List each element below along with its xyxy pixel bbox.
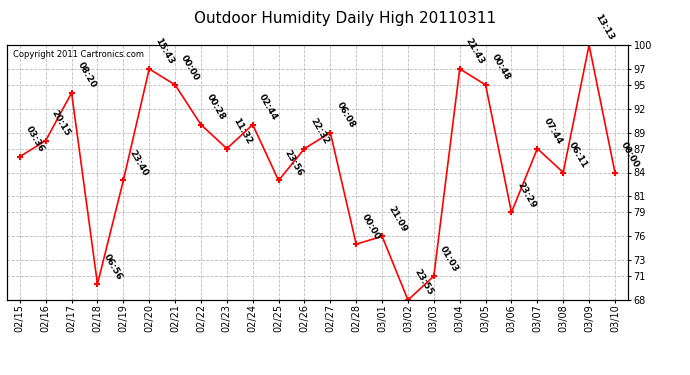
Text: 02:44: 02:44 <box>257 93 279 122</box>
Text: 01:03: 01:03 <box>438 244 460 273</box>
Text: 21:09: 21:09 <box>386 204 408 234</box>
Text: 23:56: 23:56 <box>283 148 305 178</box>
Text: 22:32: 22:32 <box>308 117 331 146</box>
Text: 15:43: 15:43 <box>153 37 175 66</box>
Text: 23:55: 23:55 <box>412 268 434 297</box>
Text: 00:48: 00:48 <box>490 53 512 82</box>
Text: 13:13: 13:13 <box>593 13 615 42</box>
Text: 07:44: 07:44 <box>542 116 564 146</box>
Text: 08:20: 08:20 <box>76 61 98 90</box>
Text: 00:28: 00:28 <box>205 93 227 122</box>
Text: 23:40: 23:40 <box>128 148 150 178</box>
Text: 00:00: 00:00 <box>619 141 641 170</box>
Text: 03:36: 03:36 <box>24 124 46 154</box>
Text: 21:43: 21:43 <box>464 37 486 66</box>
Text: 06:11: 06:11 <box>567 141 589 170</box>
Text: 23:29: 23:29 <box>515 180 538 210</box>
Text: 11:32: 11:32 <box>231 117 253 146</box>
Text: 00:00: 00:00 <box>360 213 382 242</box>
Text: Outdoor Humidity Daily High 20110311: Outdoor Humidity Daily High 20110311 <box>194 11 496 26</box>
Text: 20:15: 20:15 <box>50 109 72 138</box>
Text: 06:56: 06:56 <box>101 252 124 281</box>
Text: Copyright 2011 Cartronics.com: Copyright 2011 Cartronics.com <box>13 50 144 59</box>
Text: 06:08: 06:08 <box>335 101 357 130</box>
Text: 00:00: 00:00 <box>179 53 201 82</box>
